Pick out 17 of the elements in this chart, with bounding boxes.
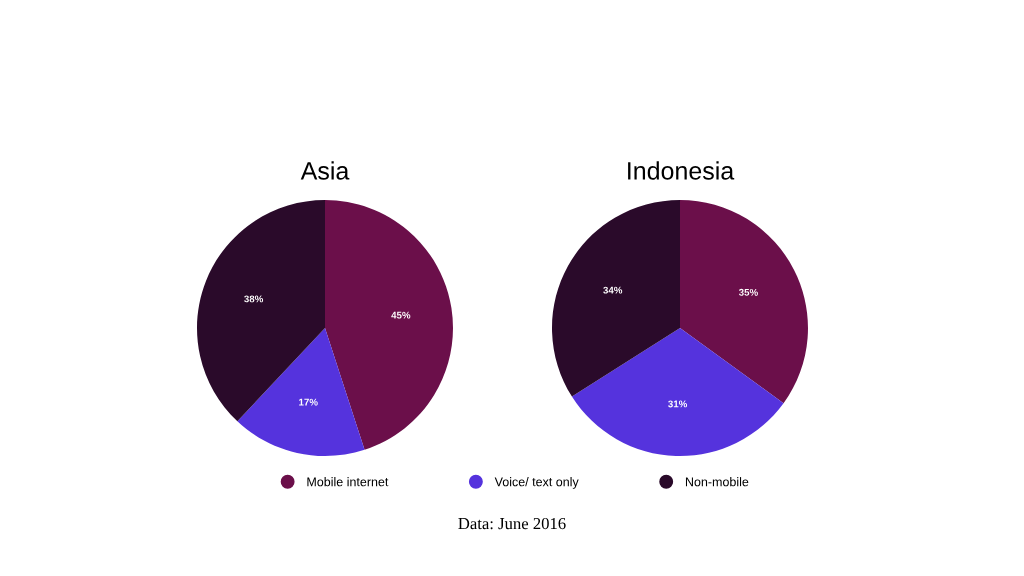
data-label: 31%: [668, 400, 688, 408]
pie-slice: [552, 200, 680, 397]
data-label: 45%: [391, 311, 411, 319]
legend-label: Non-mobile: [685, 477, 749, 487]
data-label: 34%: [603, 286, 623, 294]
text: Data: June 2016: [458, 517, 566, 530]
legend-label: Voice/ text only: [494, 477, 579, 489]
data-label: 35%: [738, 288, 758, 296]
chart-title: Indonesia: [628, 161, 735, 180]
chart-title: Asia: [300, 161, 350, 180]
pie-slice: [197, 200, 325, 422]
data-label: 17%: [299, 398, 318, 406]
legend-label: Mobile internet: [307, 477, 389, 487]
data-label: 38%: [244, 295, 264, 303]
pie-slice: [571, 328, 784, 456]
pie-slice: [237, 328, 365, 456]
pie-slice: [325, 200, 453, 450]
